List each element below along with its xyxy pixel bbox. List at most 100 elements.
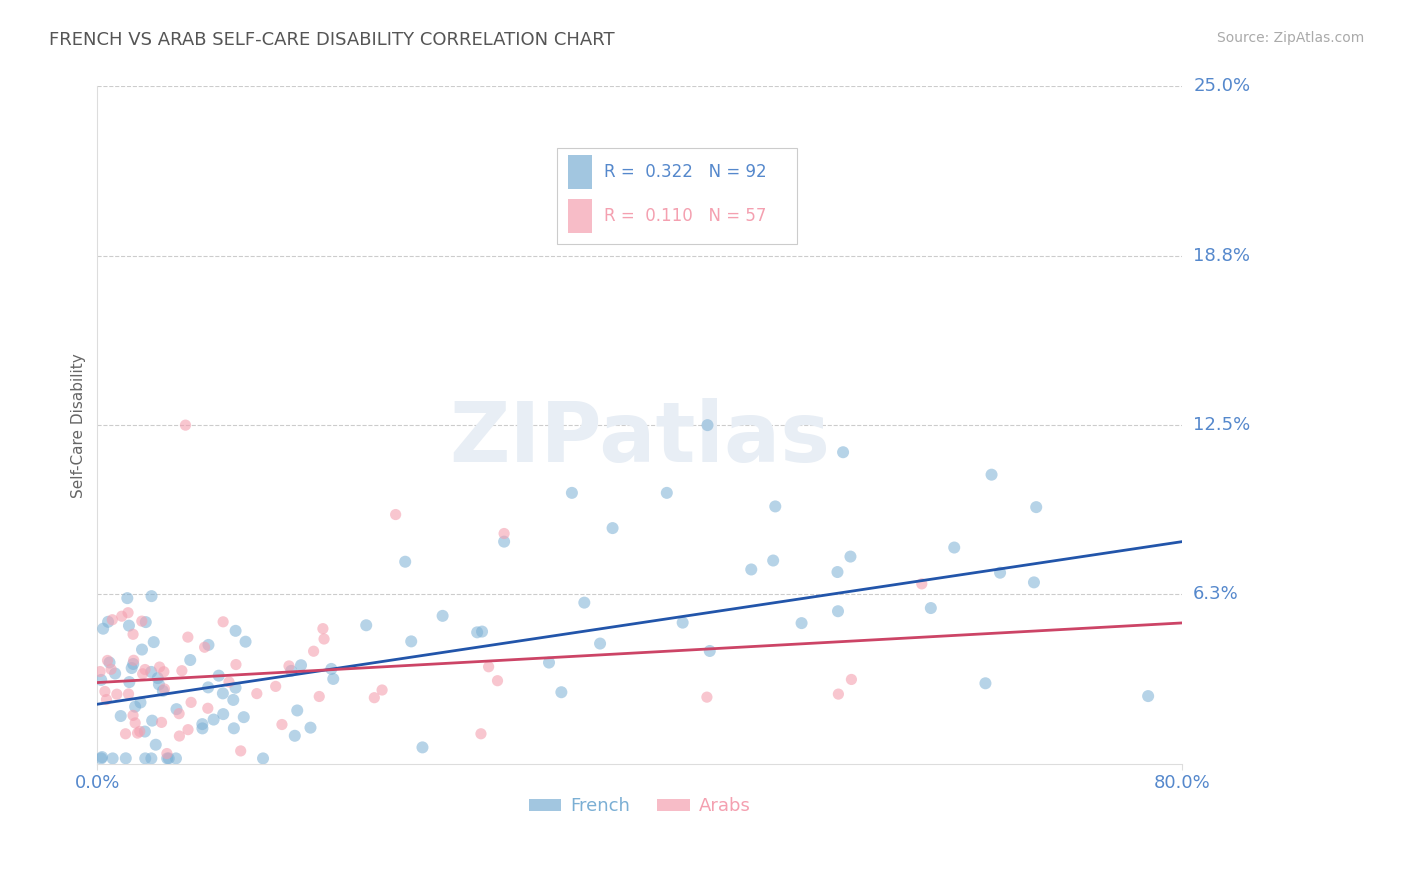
Point	[129, 696, 152, 710]
Point	[740, 562, 762, 576]
Point	[827, 687, 849, 701]
Point	[672, 615, 695, 630]
Point	[471, 624, 494, 639]
Point	[980, 467, 1002, 482]
Point	[177, 723, 200, 737]
Point	[156, 751, 179, 765]
Point	[827, 565, 849, 579]
Text: 18.8%: 18.8%	[1194, 247, 1250, 265]
Point	[166, 702, 188, 716]
Text: Source: ZipAtlas.com: Source: ZipAtlas.com	[1216, 31, 1364, 45]
Text: 25.0%: 25.0%	[1194, 78, 1250, 95]
Point	[124, 699, 146, 714]
Text: ZIPatlas: ZIPatlas	[449, 398, 830, 479]
Point	[655, 486, 678, 500]
Point	[128, 724, 150, 739]
Point	[827, 604, 849, 618]
Point	[180, 695, 202, 709]
Point	[118, 675, 141, 690]
Point	[197, 638, 219, 652]
Point	[321, 662, 343, 676]
Point	[90, 673, 112, 687]
Point	[252, 751, 274, 765]
Point	[974, 676, 997, 690]
Point	[699, 644, 721, 658]
Point	[91, 750, 114, 764]
Point	[284, 729, 307, 743]
Text: R =  0.110   N = 57: R = 0.110 N = 57	[603, 207, 766, 225]
Point	[312, 632, 335, 646]
Point	[486, 673, 509, 688]
Point	[561, 486, 583, 500]
Point	[308, 690, 330, 704]
Point	[232, 710, 254, 724]
Point	[101, 613, 124, 627]
Point	[100, 662, 122, 676]
Text: FRENCH VS ARAB SELF-CARE DISABILITY CORRELATION CHART: FRENCH VS ARAB SELF-CARE DISABILITY CORR…	[49, 31, 614, 49]
Point	[574, 596, 596, 610]
Point	[152, 684, 174, 698]
Point	[212, 686, 235, 700]
Point	[218, 675, 240, 690]
Legend: French, Arabs: French, Arabs	[522, 790, 758, 822]
Point	[763, 500, 786, 514]
Point	[988, 566, 1011, 580]
Point	[208, 668, 231, 682]
Point	[150, 715, 173, 730]
Point	[122, 708, 145, 723]
Point	[1025, 500, 1047, 515]
Point	[131, 614, 153, 628]
Point	[114, 727, 136, 741]
Point	[121, 661, 143, 675]
Point	[122, 653, 145, 667]
Point	[98, 656, 121, 670]
Point	[117, 687, 139, 701]
Point	[110, 709, 132, 723]
Point	[96, 692, 118, 706]
Point	[134, 724, 156, 739]
Point	[371, 683, 394, 698]
Point	[537, 656, 560, 670]
Point	[465, 625, 488, 640]
Point	[134, 751, 156, 765]
Point	[111, 609, 134, 624]
Point	[770, 182, 793, 196]
Point	[156, 747, 179, 761]
Point	[141, 751, 163, 765]
Point	[170, 664, 193, 678]
Point	[141, 589, 163, 603]
Point	[97, 615, 120, 629]
Point	[264, 679, 287, 693]
Point	[841, 673, 863, 687]
Point	[142, 635, 165, 649]
Point	[148, 677, 170, 691]
Point	[920, 601, 942, 615]
Text: R =  0.322   N = 92: R = 0.322 N = 92	[603, 163, 766, 181]
Point	[191, 717, 214, 731]
Point	[131, 642, 153, 657]
Point	[285, 703, 308, 717]
Point	[312, 622, 335, 636]
Point	[1022, 575, 1045, 590]
Point	[696, 690, 718, 705]
Point	[167, 706, 190, 721]
Point	[280, 664, 302, 678]
Point	[135, 615, 157, 629]
Point	[696, 418, 718, 433]
Point	[235, 634, 257, 648]
Point	[117, 606, 139, 620]
Point	[839, 549, 862, 564]
Point	[470, 727, 492, 741]
Point	[145, 738, 167, 752]
Point	[212, 615, 235, 629]
Point	[114, 751, 136, 765]
Point	[191, 722, 214, 736]
Point	[197, 701, 219, 715]
Point	[127, 726, 149, 740]
Point	[153, 665, 176, 679]
Point	[89, 665, 111, 679]
Text: 6.3%: 6.3%	[1194, 585, 1239, 604]
Point	[394, 555, 416, 569]
Point	[363, 690, 385, 705]
Point	[131, 666, 153, 681]
